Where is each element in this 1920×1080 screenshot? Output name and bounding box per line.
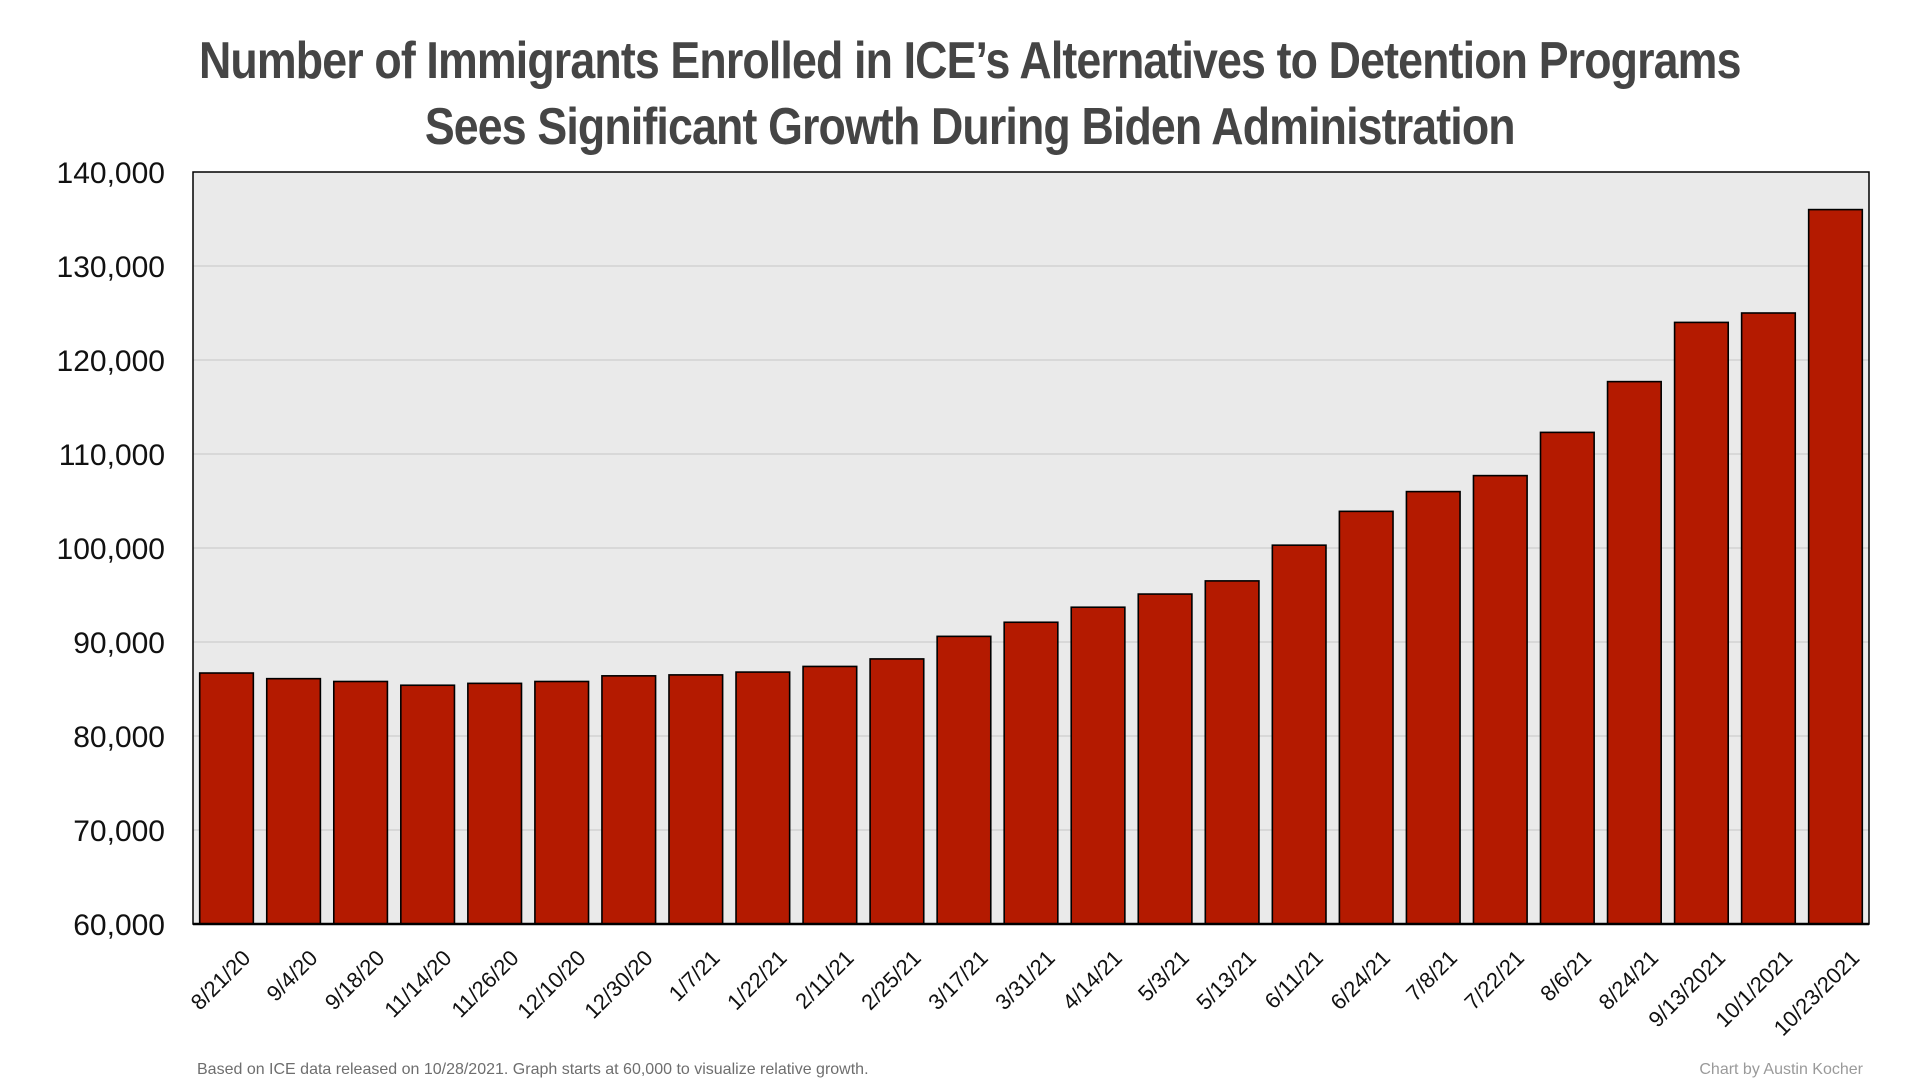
bar-10-1-2021 [1740, 312, 1797, 925]
bar-8-24-21 [1606, 380, 1662, 925]
bar-9-18-20 [332, 680, 389, 925]
y-tick-label: 90,000 [73, 627, 165, 660]
y-tick-label: 140,000 [57, 157, 165, 190]
y-tick-label: 120,000 [57, 345, 165, 378]
x-tick-label: 12/10/20 [512, 945, 590, 1023]
bar-1-7-21 [668, 674, 724, 925]
x-tick-label: 6/24/21 [1325, 945, 1395, 1015]
x-tick-label: 7/8/21 [1401, 945, 1462, 1006]
y-axis-ticks: 60,000 70,000 80,000 90,000 100,000 110,000 12… [57, 157, 165, 942]
bar-9-13-2021 [1673, 321, 1730, 925]
bar-8-6-21 [1539, 431, 1595, 925]
x-tick-label: 5/3/21 [1133, 945, 1194, 1006]
bars [198, 208, 1864, 925]
chart-title: Number of Immigrants Enrolled in ICE’s A… [144, 28, 1795, 160]
y-tick-label: 110,000 [59, 439, 165, 472]
x-tick-label: 9/4/20 [261, 945, 322, 1006]
bar-6-11-21 [1271, 544, 1327, 925]
x-tick-label: 11/26/20 [446, 945, 523, 1022]
x-tick-label: 6/11/21 [1260, 945, 1328, 1013]
x-tick-label: 1/7/21 [664, 945, 725, 1006]
x-tick-label: 4/14/21 [1057, 945, 1127, 1015]
x-tick-label: 7/22/21 [1460, 945, 1530, 1015]
bar-2-25-21 [869, 658, 925, 925]
x-tick-label: 5/13/21 [1191, 945, 1261, 1015]
bar-6-24-21 [1338, 510, 1394, 925]
x-tick-label: 2/25/21 [856, 945, 926, 1015]
bar-8-21-20 [198, 672, 255, 925]
source-note: Based on ICE data released on 10/28/2021… [197, 1061, 869, 1078]
bar-3-17-21 [936, 635, 992, 925]
bar-9-4-20 [265, 677, 322, 925]
x-tick-label: 3/31/21 [990, 945, 1060, 1015]
y-tick-label: 70,000 [73, 815, 165, 848]
x-tick-label: 11/14/20 [379, 945, 456, 1022]
x-tick-label: 2/11/21 [790, 945, 858, 1013]
y-tick-label: 80,000 [73, 721, 165, 754]
bar-5-3-21 [1137, 593, 1193, 925]
x-axis-ticks: 8/21/20 9/4/209/18/2011/14/2011/26/2012/1… [186, 945, 1865, 1041]
bar-12-30-20 [601, 675, 657, 925]
bar-1-22-21 [735, 671, 791, 925]
bar-11-26-20 [467, 682, 523, 925]
y-tick-label: 60,000 [73, 909, 165, 942]
chart-title-line-1: Number of Immigrants Enrolled in ICE’s A… [198, 32, 1741, 90]
x-tick-label: 1/22/21 [722, 945, 792, 1015]
bar-7-22-21 [1472, 474, 1528, 925]
bar-11-14-20 [400, 684, 456, 925]
bar-2-11-21 [802, 665, 858, 925]
bar-10-23-2021 [1807, 208, 1864, 925]
chart-title-line-2: Sees Significant Growth During Biden Adm… [424, 98, 1516, 156]
x-tick-label: 12/30/20 [579, 945, 657, 1023]
bar-3-31-21 [1003, 621, 1059, 925]
bar-12-10-20 [534, 680, 590, 925]
bar-4-14-21 [1070, 606, 1126, 925]
bar-7-8-21 [1405, 490, 1461, 925]
chart-credit: Chart by Austin Kocher [1699, 1061, 1863, 1078]
y-tick-label: 130,000 [57, 251, 165, 284]
x-tick-label: 8/6/21 [1535, 945, 1596, 1006]
x-tick-label: 3/17/21 [923, 945, 993, 1015]
y-tick-label: 100,000 [57, 533, 165, 566]
bar-5-13-21 [1204, 580, 1260, 925]
x-tick-label: 8/21/20 [186, 945, 256, 1015]
